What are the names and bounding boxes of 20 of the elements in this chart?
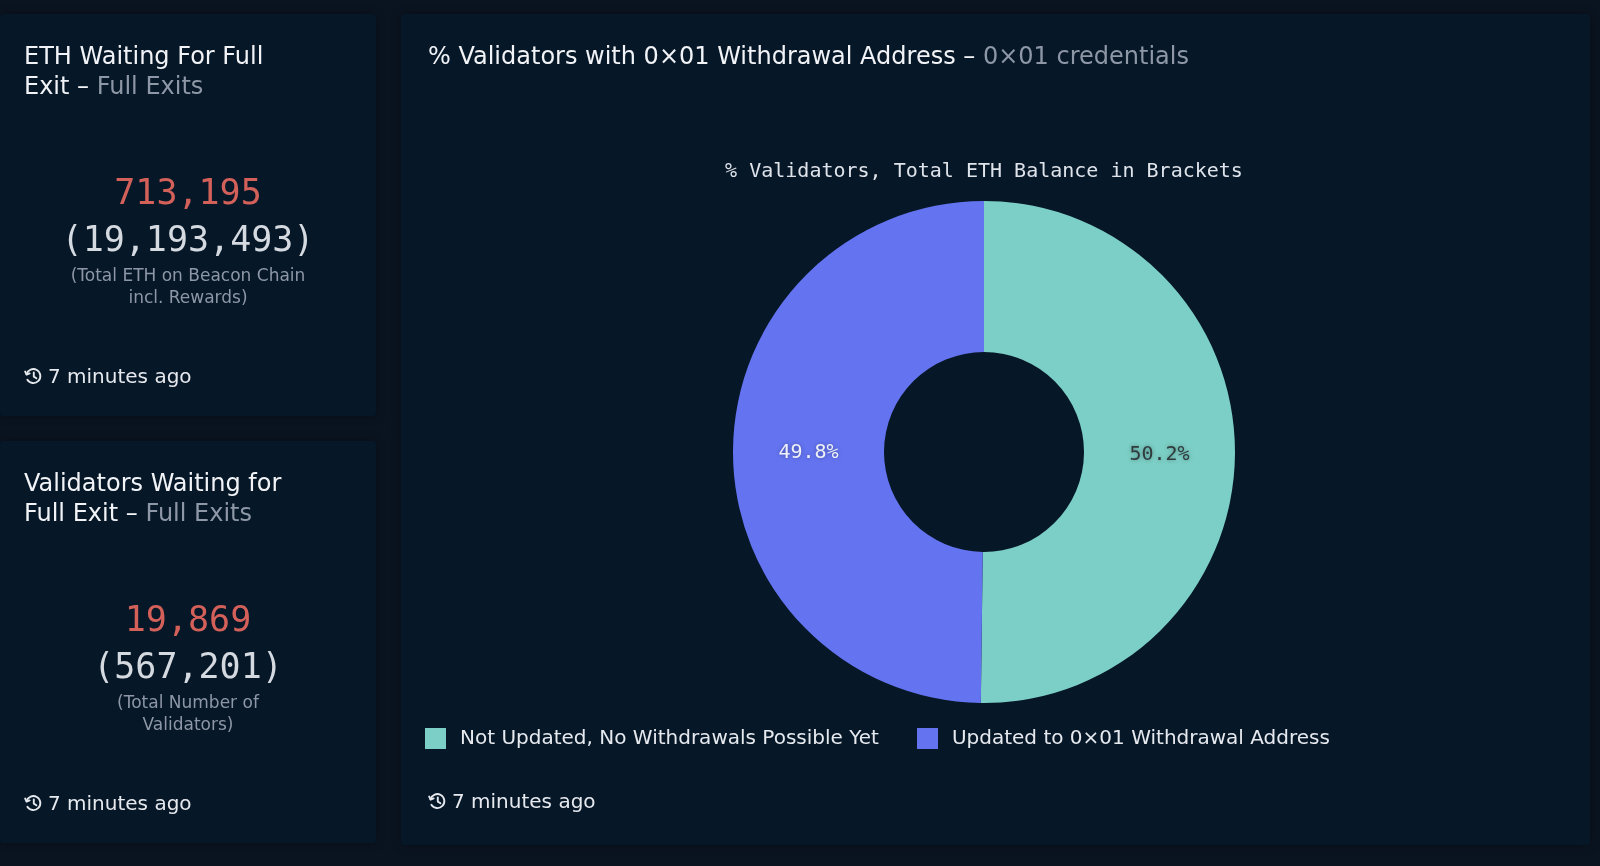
- donut-slice: [980, 201, 1235, 703]
- legend-label: Updated to 0×01 Withdrawal Address: [951, 725, 1330, 749]
- chart-subtitle: 0×01 credentials: [982, 42, 1189, 70]
- legend-label: Not Updated, No Withdrawals Possible Yet: [460, 725, 879, 749]
- chart-title: % Validators with 0×01 Withdrawal Address –: [428, 42, 976, 70]
- text: (567,201): [93, 646, 283, 686]
- text: Full Exits: [145, 499, 253, 527]
- text: % Validators, Total ETH Balance in Brackets: [725, 158, 1243, 182]
- text: (Total ETH on Beacon Chain incl. Rewards): [70, 265, 306, 307]
- text: 7 minutes ago: [48, 364, 192, 388]
- data-label: 50.2%: [1129, 441, 1190, 466]
- donut-slice: [733, 201, 984, 703]
- text: (19,193,493): [61, 219, 315, 259]
- text: 7 minutes ago: [452, 789, 596, 813]
- text: 713,195: [114, 172, 262, 212]
- text: 7 minutes ago: [48, 791, 192, 815]
- data-label: 49.8%: [778, 438, 839, 463]
- text: Full Exits: [96, 72, 204, 100]
- text: (Total Number of Validators): [117, 692, 259, 734]
- text: 19,869: [124, 599, 252, 639]
